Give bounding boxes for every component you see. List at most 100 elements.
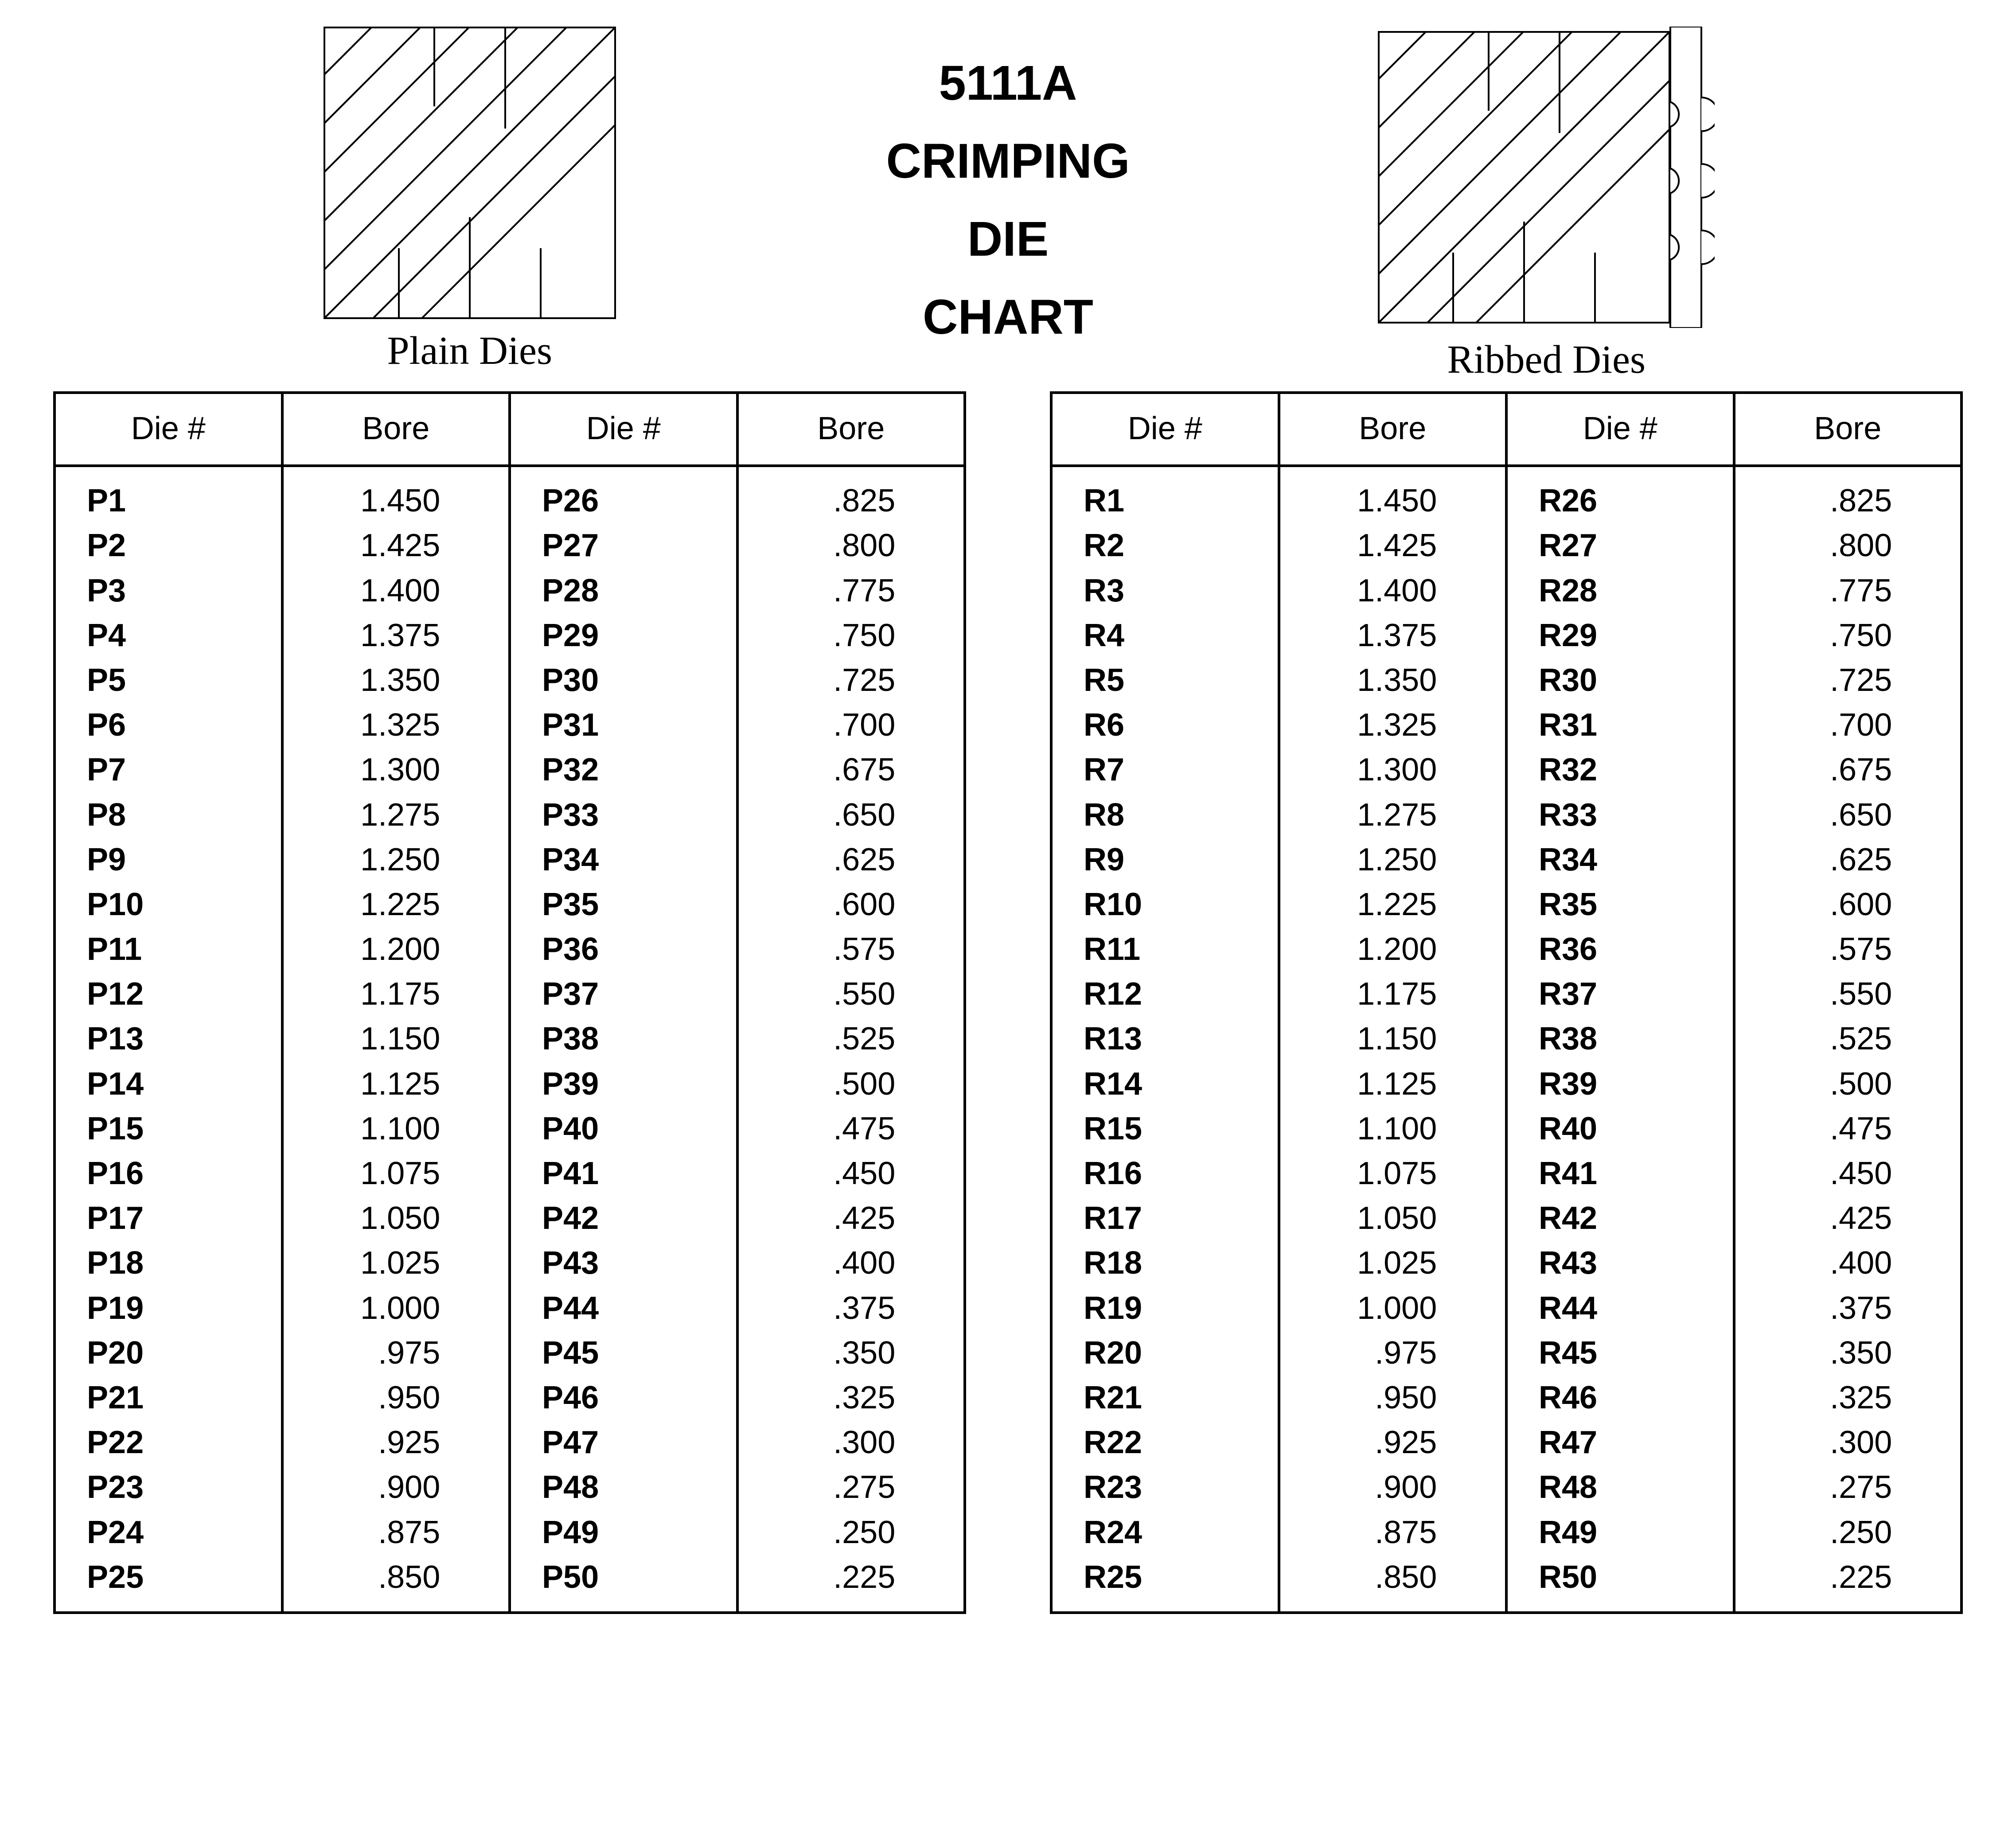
bore-cell: .625 [1734,838,1962,882]
bore-cell: .800 [737,523,965,568]
die-cell: R48 [1506,1465,1734,1510]
die-cell: P32 [510,748,737,792]
bore-cell: .300 [1734,1420,1962,1465]
bore-cell: 1.350 [1279,658,1507,703]
bore-cell: .475 [737,1107,965,1151]
die-cell: P3 [55,569,282,613]
table-row: P22.925P47.300 [55,1420,965,1465]
die-cell: R46 [1506,1376,1734,1420]
bore-cell: .950 [1279,1376,1507,1420]
bore-cell: .750 [737,613,965,658]
bore-cell: .975 [1279,1331,1507,1376]
bore-cell: .375 [1734,1286,1962,1331]
table-row: P11.450P26.825 [55,466,965,523]
die-cell: P35 [510,882,737,927]
bore-cell: .925 [1279,1420,1507,1465]
ribbed-die-header: Ribbed Dies [1130,27,1963,382]
table-row: R191.000R44.375 [1051,1286,1961,1331]
die-cell: R40 [1506,1107,1734,1151]
bore-cell: 1.325 [282,703,510,748]
die-cell: R21 [1051,1376,1279,1420]
die-cell: R13 [1051,1017,1279,1061]
bore-cell: 1.050 [282,1196,510,1241]
die-cell: R38 [1506,1017,1734,1061]
bore-cell: 1.225 [1279,882,1507,927]
die-cell: P46 [510,1376,737,1420]
die-cell: R32 [1506,748,1734,792]
table-row: P141.125P39.500 [55,1062,965,1107]
bore-cell: .900 [282,1465,510,1510]
table-row: P21.425P27.800 [55,523,965,568]
bore-cell: .725 [1734,658,1962,703]
table-row: P121.175P37.550 [55,972,965,1017]
bore-cell: 1.425 [1279,523,1507,568]
die-cell: R37 [1506,972,1734,1017]
table-row: R91.250R34.625 [1051,838,1961,882]
title-block: 5111A CRIMPING DIE CHART [886,27,1130,356]
bore-cell: .550 [737,972,965,1017]
bore-cell: .425 [737,1196,965,1241]
die-cell: R20 [1051,1331,1279,1376]
die-cell: R25 [1051,1555,1279,1613]
die-cell: R28 [1506,569,1734,613]
table-row: R21.950R46.325 [1051,1376,1961,1420]
tables-row: Die #BoreDie #BoreP11.450P26.825P21.425P… [53,391,1963,1614]
bore-cell: 1.025 [282,1241,510,1286]
bore-cell: .325 [1734,1376,1962,1420]
bore-cell: .725 [737,658,965,703]
bore-cell: .550 [1734,972,1962,1017]
die-cell: P13 [55,1017,282,1061]
bore-cell: .600 [737,882,965,927]
bore-cell: 1.275 [282,793,510,838]
table-row: R71.300R32.675 [1051,748,1961,792]
bore-cell: .500 [737,1062,965,1107]
bore-cell: 1.250 [282,838,510,882]
die-cell: P9 [55,838,282,882]
die-cell: P16 [55,1151,282,1196]
bore-cell: .600 [1734,882,1962,927]
bore-cell: .750 [1734,613,1962,658]
ribbed-dies-caption: Ribbed Dies [1447,337,1646,382]
die-cell: R6 [1051,703,1279,748]
bore-cell: 1.025 [1279,1241,1507,1286]
plain-dies-table: Die #BoreDie #BoreP11.450P26.825P21.425P… [53,391,966,1614]
ribbed-dies-table: Die #BoreDie #BoreR11.450R26.825R21.425R… [1050,391,1963,1614]
die-cell: R2 [1051,523,1279,568]
table-row: R121.175R37.550 [1051,972,1961,1017]
table-row: P20.975P45.350 [55,1331,965,1376]
table-row: R161.075R41.450 [1051,1151,1961,1196]
bore-cell: .875 [1279,1510,1507,1555]
bore-cell: .775 [737,569,965,613]
bore-cell: .700 [1734,703,1962,748]
die-cell: R36 [1506,927,1734,972]
bore-cell: 1.100 [1279,1107,1507,1151]
die-cell: P22 [55,1420,282,1465]
ribbed-die-icon [1378,27,1715,328]
die-cell: R10 [1051,882,1279,927]
table-row: P31.400P28.775 [55,569,965,613]
bore-cell: 1.450 [282,466,510,523]
bore-cell: .975 [282,1331,510,1376]
bore-cell: 1.300 [1279,748,1507,792]
table-row: P61.325P31.700 [55,703,965,748]
bore-header: Bore [1734,393,1962,466]
die-cell: P38 [510,1017,737,1061]
bore-cell: .225 [737,1555,965,1613]
table-row: P191.000P44.375 [55,1286,965,1331]
die-cell: R17 [1051,1196,1279,1241]
die-cell: R22 [1051,1420,1279,1465]
die-cell: R30 [1506,658,1734,703]
table-row: R23.900R48.275 [1051,1465,1961,1510]
die-cell: P34 [510,838,737,882]
bore-cell: 1.175 [1279,972,1507,1017]
die-cell: P31 [510,703,737,748]
die-header: Die # [55,393,282,466]
table-row: R111.200R36.575 [1051,927,1961,972]
die-cell: P45 [510,1331,737,1376]
die-cell: R34 [1506,838,1734,882]
die-cell: P6 [55,703,282,748]
die-cell: R7 [1051,748,1279,792]
die-cell: P44 [510,1286,737,1331]
die-cell: P8 [55,793,282,838]
table-row: R141.125R39.500 [1051,1062,1961,1107]
